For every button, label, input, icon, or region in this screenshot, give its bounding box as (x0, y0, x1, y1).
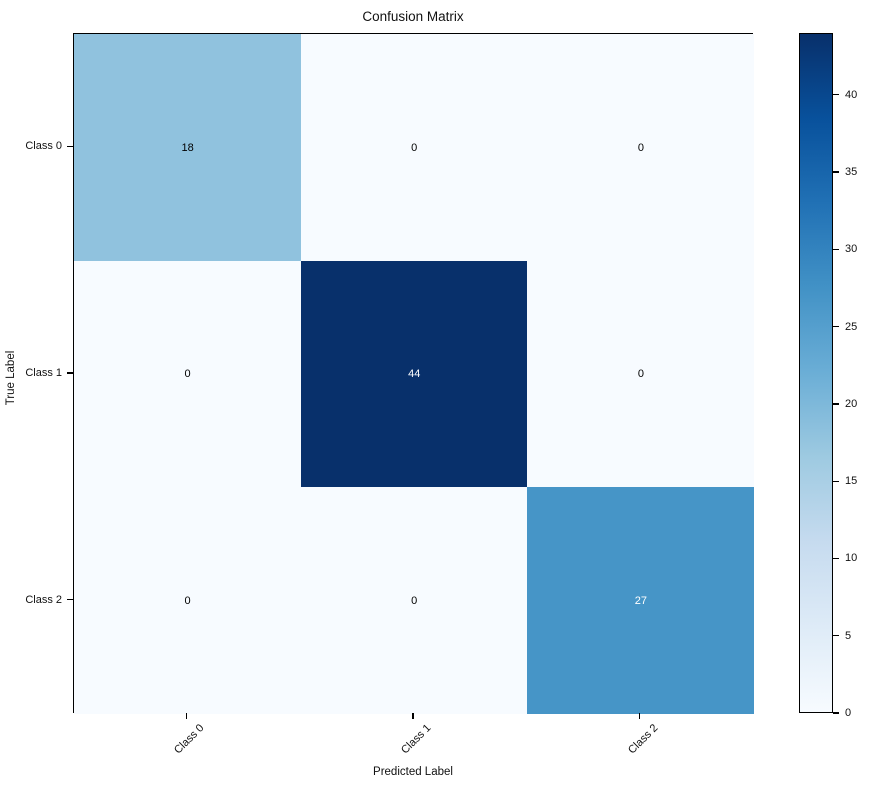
colorbar-tick-label: 20 (845, 397, 858, 410)
y-tick-label: Class 1 (25, 367, 62, 379)
colorbar-tick (833, 712, 839, 714)
colorbar-tick (833, 557, 839, 560)
cell-value: 0 (184, 594, 191, 607)
chart-title: Confusion Matrix (362, 9, 464, 24)
colorbar-tick (833, 325, 839, 328)
y-tick (67, 372, 73, 374)
colorbar-gradient (799, 33, 833, 713)
colorbar-tick (833, 635, 839, 637)
heatmap-cell: 18 (74, 34, 302, 262)
colorbar-tick-label: 35 (845, 166, 858, 179)
colorbar-tick (833, 94, 839, 96)
heatmap-cell: 0 (74, 487, 302, 715)
cell-value: 0 (637, 368, 644, 381)
colorbar-tick-label: 5 (845, 629, 852, 642)
cell-value: 0 (411, 141, 418, 154)
cell-value: 0 (411, 594, 418, 607)
cell-value: 44 (408, 368, 421, 381)
heatmap-cell: 0 (527, 260, 755, 488)
y-tick (67, 599, 73, 601)
heatmap-cell: 27 (527, 487, 755, 715)
cell-value: 18 (181, 141, 194, 154)
cell-value: 0 (637, 141, 644, 154)
cell-value: 0 (184, 368, 191, 381)
heatmap-cell: 0 (300, 34, 528, 262)
x-tick (412, 713, 414, 719)
colorbar-tick (833, 480, 839, 482)
colorbar-tick-label: 0 (845, 707, 852, 719)
colorbar-tick-label: 15 (845, 475, 858, 488)
heatmap-cell: 0 (527, 34, 755, 262)
y-tick-label: Class 2 (25, 593, 62, 606)
heatmap-plot-area: 18 0 0 0 44 0 0 0 27 (73, 33, 755, 715)
x-tick (639, 713, 641, 719)
colorbar-tick-label: 25 (845, 320, 858, 333)
colorbar-tick (833, 403, 839, 405)
colorbar-tick (833, 171, 839, 173)
colorbar-tick-label: 40 (845, 88, 858, 101)
heatmap-cell: 0 (300, 487, 528, 715)
colorbar-tick-label: 30 (845, 243, 858, 256)
x-axis-label: Predicted Label (373, 766, 453, 778)
heatmap-cell: 0 (74, 260, 302, 488)
colorbar-tick-label: 10 (845, 552, 858, 565)
y-tick-label: Class 0 (25, 140, 62, 153)
colorbar-tick (833, 248, 839, 250)
heatmap-cell: 44 (300, 260, 528, 488)
cell-value: 27 (634, 594, 648, 607)
x-tick (185, 713, 187, 719)
y-tick (67, 145, 73, 147)
